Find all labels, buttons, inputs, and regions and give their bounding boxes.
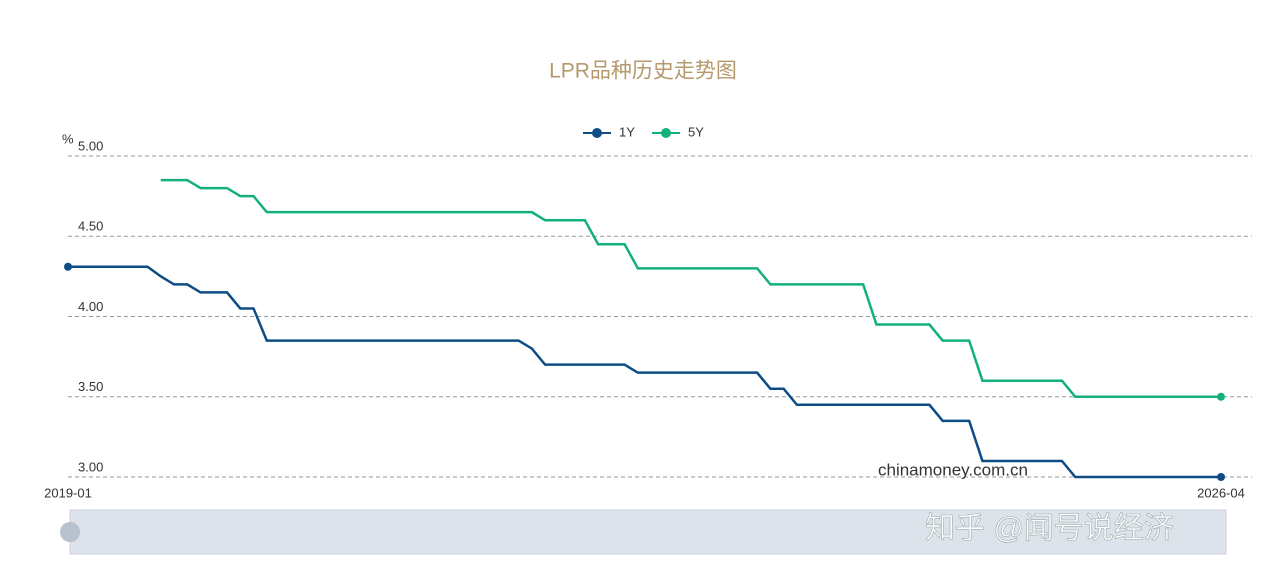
end-marker [64,262,72,271]
zoom-slider[interactable] [69,509,1227,555]
y-tick-label: 5.00 [78,138,103,153]
series-line [160,178,1221,398]
legend-marker [592,128,602,138]
end-marker [1217,392,1225,401]
legend-label: 5Y [688,124,704,139]
y-unit: % [62,131,74,146]
chart-title: LPR品种历史走势图 [549,60,737,83]
legend-marker [661,128,671,138]
y-tick-label: 4.00 [78,299,103,314]
watermark: 知乎 @闻号说经济 [925,512,1174,545]
legend-label: 1Y [619,124,635,139]
x-tick-label: 2019-01 [44,485,92,500]
end-marker [1217,473,1225,481]
x-tick-label: 2026-04 [1197,485,1245,500]
y-tick-label: 3.00 [78,459,103,474]
watermark: chinamoney.com.cn [878,460,1028,479]
y-tick-label: 3.50 [78,379,103,394]
series-line [68,265,1221,479]
zoom-handle[interactable] [60,522,80,542]
y-tick-label: 4.50 [78,219,103,234]
